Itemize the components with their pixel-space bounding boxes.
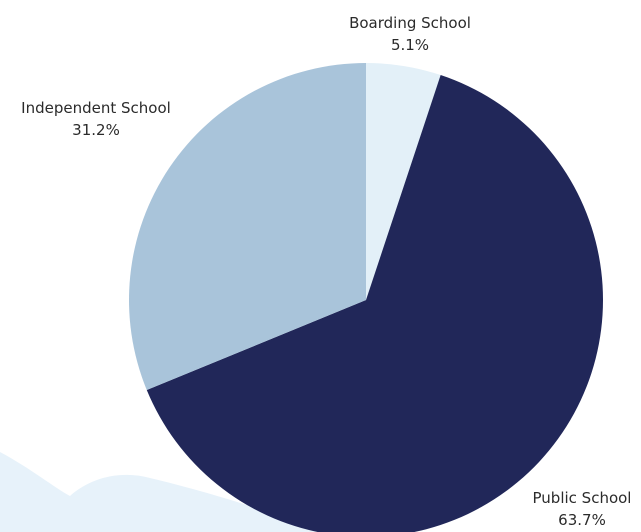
pie-slice-public-school — [146, 75, 603, 532]
slice-label-value: 31.2% — [72, 121, 120, 139]
slice-label-value: 5.1% — [391, 36, 429, 54]
pie-slice-independent-school — [129, 63, 366, 391]
slice-label-name: Boarding School — [349, 14, 471, 32]
pie-slice-boarding-school — [366, 63, 441, 300]
slice-label-name: Public School — [533, 489, 632, 507]
slice-label-value: 63.7% — [558, 511, 606, 529]
slice-label-name: Independent School — [21, 99, 171, 117]
